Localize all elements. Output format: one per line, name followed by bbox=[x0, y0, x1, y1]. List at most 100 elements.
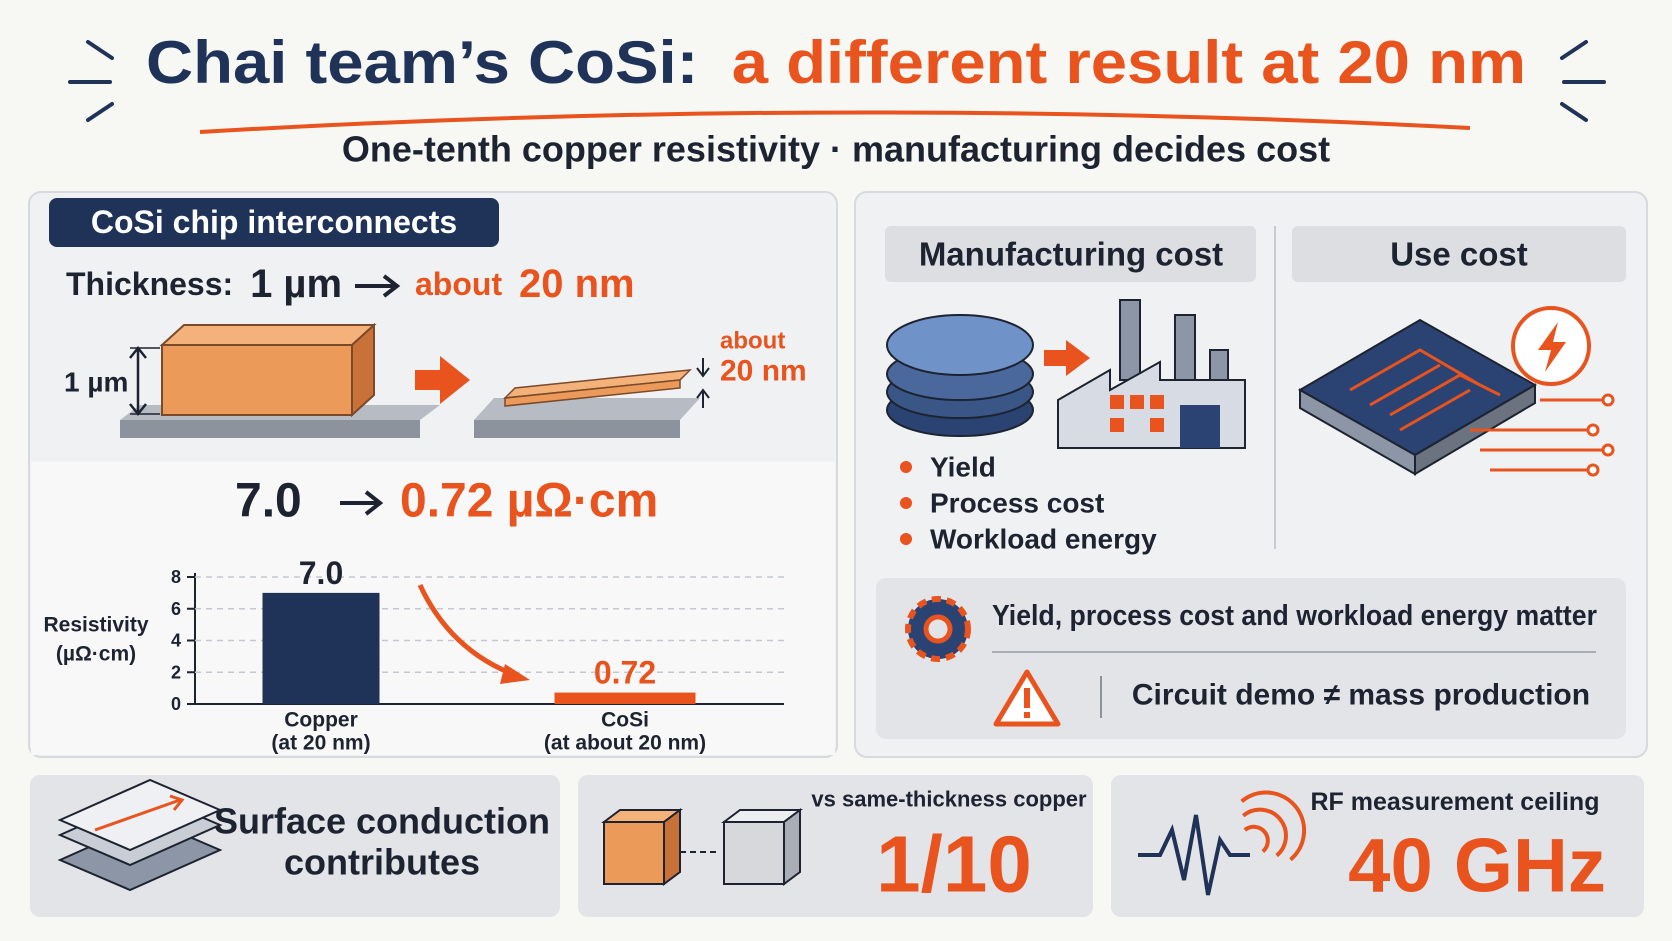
y-tick-label: 8 bbox=[171, 567, 181, 587]
card-ratio bbox=[663, 808, 681, 886]
card-line: contributes bbox=[284, 842, 480, 883]
thickness-to-prefix: about bbox=[415, 266, 502, 302]
wafer-stack bbox=[886, 314, 1034, 376]
y-tick-label: 4 bbox=[171, 631, 181, 651]
factory bbox=[1110, 418, 1124, 432]
factory bbox=[1150, 418, 1164, 432]
panel-label-box bbox=[49, 198, 499, 247]
panel-label: CoSi chip interconnects bbox=[91, 204, 457, 240]
note-box bbox=[876, 578, 1626, 739]
y-axis-unit: (µΩ·cm) bbox=[56, 643, 136, 666]
right-panel: Manufacturing cost Use cost bbox=[854, 191, 1648, 758]
chip bbox=[1601, 443, 1615, 457]
title-part: a different result at 20 nm bbox=[732, 29, 1526, 96]
title-part: Chai team’s CoSi: bbox=[146, 29, 698, 96]
card-value: 1/10 bbox=[876, 820, 1032, 909]
bullet: Yield bbox=[930, 452, 996, 483]
factory bbox=[1057, 299, 1246, 449]
dim-thick: 1 µm bbox=[64, 367, 128, 398]
thick-block bbox=[159, 324, 377, 346]
arrow bbox=[340, 490, 384, 516]
thickness-to-line: about 20 nm bbox=[415, 262, 635, 306]
card-rf bbox=[1111, 775, 1644, 917]
x-tick-label: CoSi bbox=[601, 709, 649, 732]
card-surface bbox=[94, 794, 185, 832]
factory bbox=[1150, 395, 1164, 409]
y-tick-label: 0 bbox=[171, 694, 181, 714]
chip bbox=[1601, 393, 1615, 407]
bar bbox=[262, 592, 380, 704]
note: Yield, process cost and workload energy … bbox=[992, 600, 1597, 632]
thickness-label: Thickness: bbox=[66, 266, 233, 302]
header: Chai team’s CoSi: a different result at … bbox=[68, 29, 1606, 170]
header-box bbox=[1292, 226, 1626, 282]
thin-strip bbox=[474, 420, 680, 438]
factory bbox=[1174, 314, 1196, 386]
chip bbox=[1586, 463, 1600, 477]
header-box bbox=[885, 226, 1256, 282]
card-ratio bbox=[723, 821, 785, 885]
factory bbox=[1110, 395, 1124, 409]
bullet-dot bbox=[900, 533, 912, 545]
bullet: Process cost bbox=[930, 488, 1104, 519]
card-line: Surface conduction bbox=[214, 801, 550, 842]
wafer-stack bbox=[886, 314, 1034, 437]
chip bbox=[1586, 423, 1600, 437]
warning-icon bbox=[993, 669, 1061, 727]
left-panel: CoSi chip interconnects Thickness: 1 µm … bbox=[28, 191, 838, 758]
bar bbox=[554, 692, 696, 704]
x-tick-label: Copper bbox=[284, 709, 358, 732]
x-tick-note: (at 20 nm) bbox=[271, 732, 370, 755]
thickness-from: 1 µm bbox=[250, 262, 342, 306]
manufacturing-header: Manufacturing cost bbox=[919, 236, 1223, 273]
thick-block bbox=[161, 344, 353, 416]
card-rf bbox=[1138, 814, 1250, 896]
card-surface: Surface conduction contributes bbox=[30, 775, 560, 917]
thick-block bbox=[120, 322, 440, 438]
gear-icon bbox=[923, 614, 953, 644]
title-accents bbox=[1560, 40, 1588, 60]
card-caption: vs same-thickness copper bbox=[811, 787, 1087, 812]
factory bbox=[1130, 395, 1144, 409]
card-ratio bbox=[578, 775, 1093, 917]
bullet: Workload energy bbox=[930, 524, 1157, 555]
thick-block bbox=[351, 322, 375, 418]
factory bbox=[1119, 299, 1141, 381]
factory bbox=[1110, 395, 1164, 432]
trend-arrow bbox=[417, 583, 516, 678]
arrow bbox=[355, 274, 401, 298]
warning-icon bbox=[1024, 688, 1030, 708]
dim-thin-prefix: about bbox=[720, 328, 785, 355]
use-header: Use cost bbox=[1390, 236, 1528, 273]
title-accents bbox=[86, 40, 114, 60]
bullet-dot bbox=[900, 461, 912, 473]
card-rf: RF measurement ceiling 40 GHz bbox=[1111, 775, 1644, 917]
warning-icon bbox=[1024, 712, 1030, 718]
thickness-line: Thickness: 1 µm bbox=[66, 262, 342, 306]
title-accents bbox=[86, 102, 114, 122]
chip bbox=[1538, 322, 1566, 372]
chip bbox=[1349, 348, 1501, 432]
thick-block bbox=[120, 420, 420, 438]
resistivity-to: 0.72 µΩ·cm bbox=[400, 475, 658, 528]
title-accents bbox=[68, 40, 1606, 122]
chip bbox=[1297, 306, 1615, 477]
gear-icon bbox=[905, 596, 971, 662]
resistivity-from: 7.0 bbox=[235, 475, 302, 528]
dim-thin: 20 nm bbox=[720, 355, 807, 388]
subtitle: One-tenth copper resistivity · manufactu… bbox=[342, 129, 1330, 170]
y-tick-label: 2 bbox=[171, 662, 181, 682]
card-rf bbox=[1240, 790, 1307, 862]
card-ratio bbox=[783, 808, 801, 886]
title: Chai team’s CoSi: a different result at … bbox=[146, 29, 1526, 96]
warning: Circuit demo ≠ mass production bbox=[1132, 679, 1590, 712]
y-tick-label: 6 bbox=[171, 599, 181, 619]
card-ratio: vs same-thickness copper 1/10 bbox=[578, 775, 1093, 917]
card-value: 40 GHz bbox=[1348, 824, 1606, 909]
trend-arrow-head bbox=[500, 664, 530, 684]
chip bbox=[1470, 398, 1605, 472]
thin-strip bbox=[474, 358, 710, 438]
process-arrow bbox=[415, 356, 470, 404]
bar-chart: 0 2 4 6 8 Resistivity (µΩ·cm) 7.0 Copper(at 20 n… bbox=[43, 555, 784, 755]
thickness-to: 20 nm bbox=[519, 262, 635, 306]
